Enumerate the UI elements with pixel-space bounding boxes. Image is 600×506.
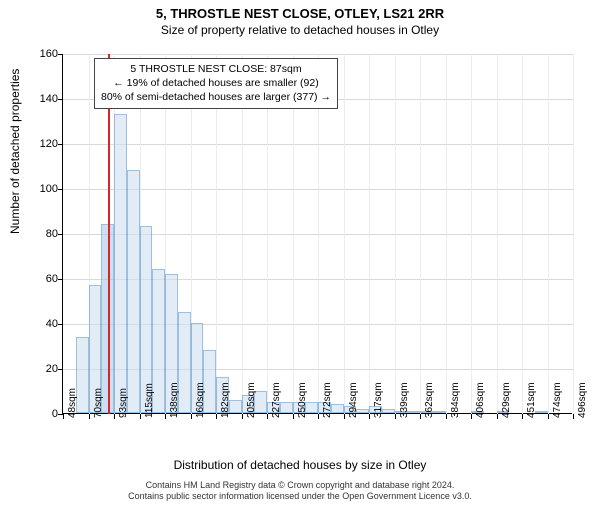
xtick-label: 339sqm: [399, 382, 410, 418]
annotation-line-1: 5 THROSTLE NEST CLOSE: 87sqm: [101, 62, 331, 76]
xtick-mark: [369, 414, 370, 419]
ytick-mark: [58, 369, 63, 370]
ytick-label: 20: [18, 363, 58, 375]
histogram-bar: [114, 114, 127, 413]
xtick-label: 451sqm: [526, 382, 537, 418]
xtick-mark: [548, 414, 549, 419]
ytick-mark: [58, 144, 63, 145]
chart-title-main: 5, THROSTLE NEST CLOSE, OTLEY, LS21 2RR: [0, 6, 600, 21]
ytick-mark: [58, 189, 63, 190]
gridline-v: [420, 54, 421, 414]
xtick-mark: [191, 414, 192, 419]
histogram-bar: [127, 170, 140, 413]
xtick-label: 362sqm: [424, 382, 435, 418]
xtick-label: 406sqm: [475, 382, 486, 418]
ytick-mark: [58, 99, 63, 100]
xtick-mark: [344, 414, 345, 419]
annotation-line-3: 80% of semi-detached houses are larger (…: [101, 90, 331, 104]
ytick-label: 120: [18, 138, 58, 150]
annotation-line-2: ← 19% of detached houses are smaller (92…: [101, 76, 331, 90]
gridline-v: [471, 54, 472, 414]
xtick-label: 182sqm: [220, 382, 231, 418]
gridline-v: [573, 54, 574, 414]
xtick-label: 250sqm: [297, 382, 308, 418]
xtick-mark: [242, 414, 243, 419]
gridline-v: [497, 54, 498, 414]
gridline-v: [369, 54, 370, 414]
xtick-label: 205sqm: [246, 382, 257, 418]
xtick-label: 70sqm: [93, 388, 104, 418]
xtick-label: 429sqm: [501, 382, 512, 418]
chart-title-sub: Size of property relative to detached ho…: [0, 23, 600, 37]
annotation-box: 5 THROSTLE NEST CLOSE: 87sqm ← 19% of de…: [94, 58, 338, 109]
xtick-label: 115sqm: [144, 383, 155, 418]
y-axis-label: Number of detached properties: [8, 69, 22, 234]
gridline-v: [446, 54, 447, 414]
xtick-mark: [471, 414, 472, 419]
xtick-mark: [522, 414, 523, 419]
ytick-label: 160: [18, 48, 58, 60]
gridline-v: [395, 54, 396, 414]
xtick-mark: [216, 414, 217, 419]
ytick-label: 80: [18, 228, 58, 240]
x-axis-label: Distribution of detached houses by size …: [0, 458, 600, 472]
xtick-mark: [420, 414, 421, 419]
xtick-mark: [267, 414, 268, 419]
xtick-mark: [63, 414, 64, 419]
xtick-label: 272sqm: [322, 382, 333, 418]
ytick-label: 40: [18, 318, 58, 330]
xtick-label: 48sqm: [67, 388, 78, 418]
ytick-label: 0: [18, 408, 58, 420]
xtick-mark: [497, 414, 498, 419]
xtick-mark: [446, 414, 447, 419]
ytick-label: 60: [18, 273, 58, 285]
xtick-label: 227sqm: [271, 382, 282, 418]
xtick-mark: [395, 414, 396, 419]
footer-line-2: Contains public sector information licen…: [0, 491, 600, 502]
ytick-label: 100: [18, 183, 58, 195]
xtick-mark: [89, 414, 90, 419]
xtick-mark: [140, 414, 141, 419]
xtick-mark: [165, 414, 166, 419]
xtick-label: 138sqm: [169, 382, 180, 418]
gridline-v: [344, 54, 345, 414]
xtick-label: 93sqm: [118, 388, 129, 418]
xtick-label: 384sqm: [450, 382, 461, 418]
ytick-mark: [58, 54, 63, 55]
xtick-label: 474sqm: [552, 382, 563, 418]
footer-credits: Contains HM Land Registry data © Crown c…: [0, 480, 600, 503]
xtick-label: 496sqm: [577, 382, 588, 418]
gridline-v: [548, 54, 549, 414]
xtick-label: 294sqm: [348, 382, 359, 418]
xtick-label: 160sqm: [195, 382, 206, 418]
ytick-label: 140: [18, 93, 58, 105]
xtick-mark: [293, 414, 294, 419]
ytick-mark: [58, 279, 63, 280]
xtick-mark: [114, 414, 115, 419]
xtick-label: 317sqm: [373, 382, 384, 418]
footer-line-1: Contains HM Land Registry data © Crown c…: [0, 480, 600, 491]
ytick-mark: [58, 234, 63, 235]
xtick-mark: [573, 414, 574, 419]
gridline-v: [522, 54, 523, 414]
xtick-mark: [318, 414, 319, 419]
ytick-mark: [58, 324, 63, 325]
